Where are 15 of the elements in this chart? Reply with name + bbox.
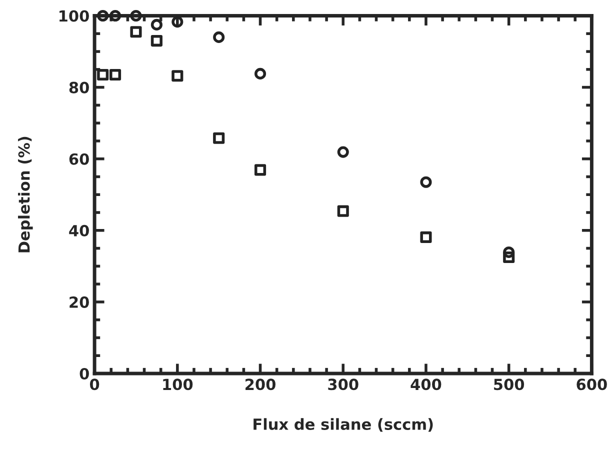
x-tick-label: 100 xyxy=(163,378,193,390)
y-tick-label: 20 xyxy=(70,296,89,308)
x-tick-label: 600 xyxy=(576,378,607,390)
x-tick-label: 200 xyxy=(246,378,276,390)
y-tick-label: 0 xyxy=(80,368,89,380)
x-tick-label: 0 xyxy=(90,378,100,390)
y-tick-label: 100 xyxy=(60,10,89,22)
x-tick-label: 300 xyxy=(328,378,358,390)
x-tick-label: 400 xyxy=(410,378,442,390)
y-tick-label: 60 xyxy=(69,153,89,165)
x-tick-label: 500 xyxy=(494,378,524,390)
x-axis-title: Flux de silane (sccm) xyxy=(254,418,433,432)
y-tick-label: 80 xyxy=(69,82,89,94)
y-axis-title: Depletion (%) xyxy=(18,136,33,252)
y-tick-label: 40 xyxy=(69,224,89,236)
